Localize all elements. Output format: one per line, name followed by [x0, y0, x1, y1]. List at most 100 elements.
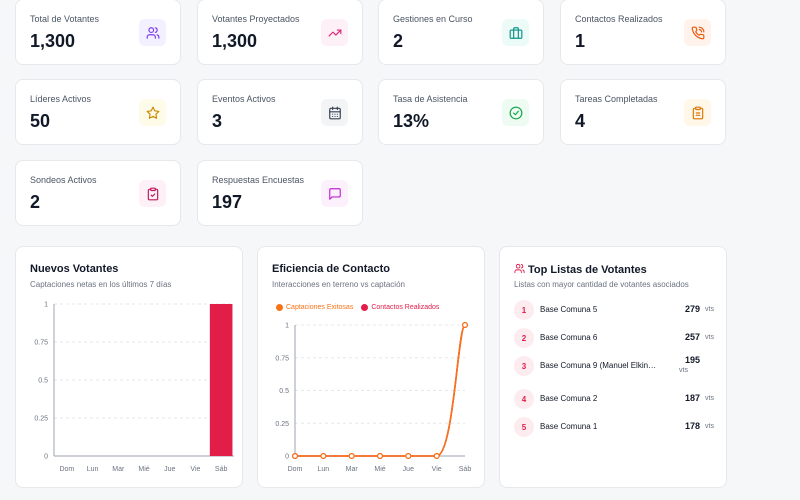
list-name: Base Comuna 1	[540, 422, 598, 431]
data-point[interactable]	[405, 453, 412, 460]
stat-label: Líderes Activos	[30, 94, 92, 104]
y-tick-label: 1	[44, 302, 48, 309]
stat-card[interactable]: Eventos Activos 3	[197, 79, 363, 145]
list-item[interactable]: 2 Base Comuna 6 257 vts	[514, 327, 714, 349]
stat-label: Tareas Completadas	[575, 94, 658, 104]
contact-efficiency-panel: Eficiencia de Contacto Interacciones en …	[257, 246, 485, 488]
data-point[interactable]	[291, 453, 298, 460]
stat-card[interactable]: Gestiones en Curso 2	[378, 0, 544, 65]
stat-value: 13%	[393, 111, 430, 131]
trending-up-icon	[321, 19, 348, 46]
list-name: Base Comuna 2	[540, 394, 598, 403]
x-tick-label: Mié	[374, 466, 385, 473]
contact-efficiency-title: Eficiencia de Contacto	[272, 263, 390, 275]
data-point[interactable]	[376, 453, 383, 460]
stat-card[interactable]: Tasa de Asistencia 13%	[378, 79, 544, 145]
stat-card[interactable]: Líderes Activos 50	[15, 79, 181, 145]
stat-value: 1,300	[212, 31, 258, 51]
voter-count: 195	[684, 355, 700, 365]
briefcase-icon	[502, 19, 529, 46]
top-lists-panel: Top Listas de Votantes Listas con mayor …	[499, 246, 727, 488]
star-icon	[139, 99, 166, 126]
x-tick-label: Sáb	[215, 466, 228, 473]
voter-unit: vts	[705, 395, 714, 402]
stat-card[interactable]: Contactos Realizados 1	[560, 0, 726, 65]
rank-badge: 5	[514, 417, 534, 437]
data-point[interactable]	[320, 453, 327, 460]
voter-count: 187	[684, 393, 700, 403]
y-tick-label: 0.25	[34, 416, 48, 423]
users-icon	[514, 263, 525, 274]
chart-legend: Captaciones Exitosas Contactos Realizado…	[276, 304, 439, 311]
rank-badge: 2	[514, 328, 534, 348]
message-square-icon	[321, 180, 348, 207]
data-point[interactable]	[433, 453, 440, 460]
stat-value: 2	[393, 31, 404, 51]
x-tick-label: Mar	[346, 466, 359, 473]
rank-badge: 4	[514, 389, 534, 409]
contact-efficiency-subtitle: Interacciones en terreno vs captación	[272, 280, 405, 289]
new-voters-panel: Nuevos Votantes Captaciones netas en los…	[15, 246, 243, 488]
voter-unit: vts	[705, 334, 714, 341]
stat-card[interactable]: Tareas Completadas 4	[560, 79, 726, 145]
stat-label: Contactos Realizados	[575, 14, 663, 24]
x-tick-label: Lun	[87, 466, 99, 473]
rank-badge: 3	[514, 356, 534, 376]
list-item[interactable]: 1 Base Comuna 5 279 vts	[514, 299, 714, 321]
top-lists-title: Top Listas de Votantes	[528, 264, 647, 276]
list-name: Base Comuna 9 (Manuel Elkin Patarroyo)	[540, 361, 658, 370]
list-name: Base Comuna 6	[540, 333, 598, 342]
x-tick-label: Jue	[164, 466, 175, 473]
y-tick-label: 0.5	[279, 388, 289, 395]
list-item[interactable]: 3 Base Comuna 9 (Manuel Elkin Patarroyo) 1…	[514, 355, 714, 377]
new-voters-title: Nuevos Votantes	[30, 263, 119, 275]
contact-efficiency-line-chart: 0 0.25 0.5 0.75 1 Dom Lun Mar Mié Jue Vie Sáb	[275, 321, 471, 473]
x-tick-label: Dom	[288, 466, 303, 473]
legend-entry[interactable]: Captaciones Exitosas	[276, 304, 353, 311]
phone-call-icon	[684, 19, 711, 46]
legend-label-captaciones: Captaciones Exitosas	[286, 304, 354, 311]
stat-value: 4	[575, 111, 586, 131]
new-voters-bar-chart: 0 0.25 0.5 0.75 1 Dom Lun Mar Mié Jue Vie Sáb	[34, 302, 234, 473]
voter-count: 279	[684, 304, 700, 314]
stat-card[interactable]: Sondeos Activos 2	[15, 160, 181, 226]
stat-label: Respuestas Encuestas	[212, 175, 305, 185]
voter-unit: vts	[679, 367, 688, 374]
stat-label: Total de Votantes	[30, 14, 100, 24]
data-point[interactable]	[462, 321, 469, 328]
new-voters-subtitle: Captaciones netas en los últimos 7 días	[30, 280, 172, 289]
voter-unit: vts	[705, 306, 714, 313]
stat-value: 197	[212, 192, 243, 212]
y-tick-label: 0	[285, 454, 289, 461]
stat-label: Tasa de Asistencia	[393, 94, 468, 104]
stat-label: Votantes Proyectados	[212, 14, 300, 24]
x-tick-label: Vie	[190, 466, 200, 473]
x-tick-label: Dom	[59, 466, 74, 473]
rank-badge: 1	[514, 300, 534, 320]
stat-value: 3	[212, 111, 223, 131]
x-tick-label: Mié	[138, 466, 149, 473]
list-item[interactable]: 4 Base Comuna 2 187 vts	[514, 388, 714, 410]
calendar-icon	[321, 99, 348, 126]
stat-card[interactable]: Total de Votantes 1,300	[15, 0, 181, 65]
x-tick-label: Mar	[112, 466, 125, 473]
users-icon	[139, 19, 166, 46]
y-tick-label: 1	[285, 323, 289, 330]
stat-label: Eventos Activos	[212, 94, 276, 104]
check-circle-icon	[502, 99, 529, 126]
stat-value: 1	[575, 31, 586, 51]
stat-value: 2	[30, 192, 41, 212]
y-tick-label: 0.25	[275, 421, 289, 428]
data-point[interactable]	[348, 453, 355, 460]
stat-value: 50	[30, 111, 51, 131]
top-lists-heading: Top Listas de Votantes	[514, 263, 647, 276]
legend-entry[interactable]: Contactos Realizados	[361, 304, 439, 311]
list-item[interactable]: 5 Base Comuna 1 178 vts	[514, 416, 714, 438]
stat-card[interactable]: Votantes Proyectados 1,300	[197, 0, 363, 65]
stat-card[interactable]: Respuestas Encuestas 197	[197, 160, 363, 226]
y-tick-label: 0.75	[34, 340, 48, 347]
bar-Sáb[interactable]	[209, 304, 233, 456]
clipboard-check-icon	[139, 180, 166, 207]
x-tick-label: Vie	[432, 466, 442, 473]
voter-count: 178	[684, 421, 700, 431]
